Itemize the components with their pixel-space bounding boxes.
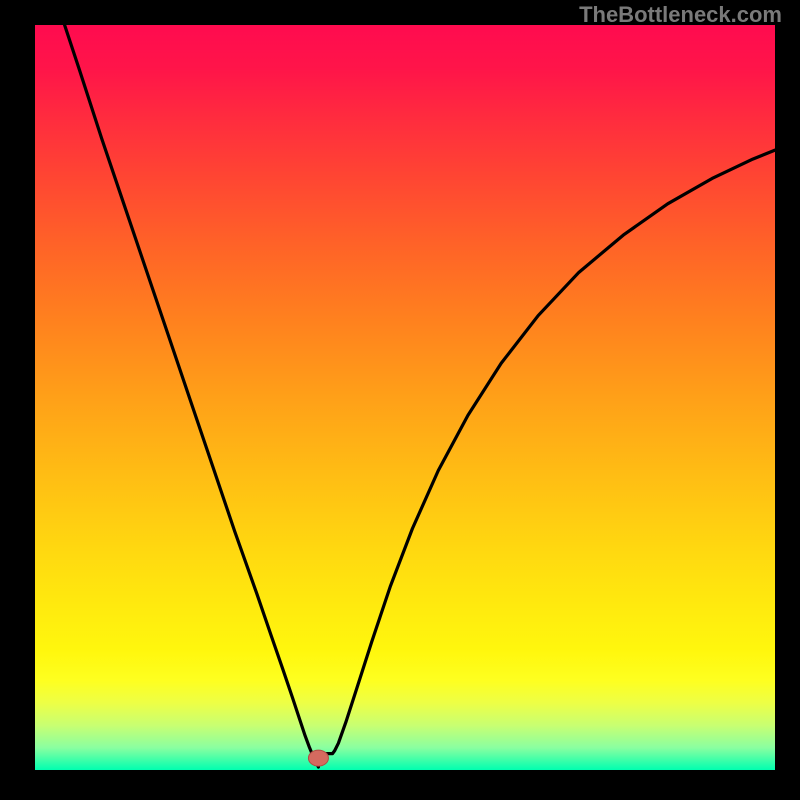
plot-area xyxy=(35,25,775,770)
chart-container: TheBottleneck.com xyxy=(0,0,800,800)
plot-svg xyxy=(35,25,775,770)
gradient-background xyxy=(35,25,775,770)
watermark-text: TheBottleneck.com xyxy=(579,2,782,28)
bottleneck-marker xyxy=(308,750,328,766)
